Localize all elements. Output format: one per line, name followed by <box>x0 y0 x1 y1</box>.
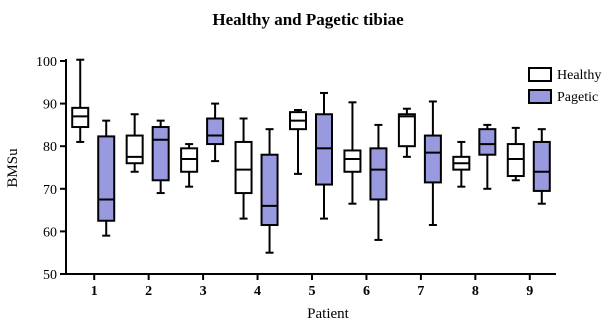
box-healthy-2 <box>125 113 144 173</box>
box-pagetic-7 <box>423 100 442 227</box>
box-pagetic-8 <box>478 123 497 190</box>
box-iqr <box>369 147 388 201</box>
box-pagetic-2 <box>151 119 170 195</box>
box-healthy-7 <box>397 107 416 158</box>
box-healthy-4 <box>234 117 253 220</box>
x-tick-label: 9 <box>526 284 533 299</box>
x-tick-label: 8 <box>472 284 479 299</box>
x-axis-title: Patient <box>307 306 349 322</box>
y-tick-label: 70 <box>43 183 57 198</box>
box-iqr <box>71 106 90 129</box>
box-pagetic-3 <box>206 102 225 163</box>
legend-label-healthy: Healthy <box>557 68 601 83</box>
box-healthy-8 <box>452 140 471 188</box>
box-iqr <box>180 147 199 173</box>
box-healthy-3 <box>180 143 199 188</box>
y-tick-label: 100 <box>36 55 57 70</box>
box-pagetic-5 <box>315 91 333 220</box>
legend-swatch-healthy <box>528 67 552 82</box>
x-tick-label: 1 <box>91 284 98 299</box>
box-iqr <box>506 143 525 178</box>
legend-label-pagetic: Pagetic <box>557 90 598 105</box>
axes: 50 60 70 80 90 100 1 2 3 4 5 6 7 8 9 <box>36 55 556 299</box>
x-tick-label: 3 <box>200 284 207 299</box>
chart-title: Healthy and Pagetic tibiae <box>212 10 404 29</box>
legend: Healthy Pagetic <box>528 67 601 105</box>
box-iqr <box>125 134 144 165</box>
box-iqr <box>234 140 253 195</box>
box-iqr <box>151 126 170 182</box>
x-tick-label: 5 <box>309 284 316 299</box>
legend-swatch-pagetic <box>528 89 552 104</box>
box-iqr <box>206 117 225 146</box>
box-healthy-5 <box>289 108 307 175</box>
x-tick-label: 2 <box>145 284 152 299</box>
y-tick-label: 60 <box>43 225 57 240</box>
x-tick-label: 4 <box>254 284 261 299</box>
y-tick-label: 90 <box>43 98 57 113</box>
box-iqr <box>397 113 416 148</box>
x-tick-label: 7 <box>417 284 424 299</box>
box-iqr <box>343 149 362 173</box>
box-pagetic-6 <box>369 123 388 241</box>
y-axis-title: BMSu <box>5 148 21 188</box>
x-tick-label: 6 <box>363 284 370 299</box>
box-healthy-9 <box>506 126 525 182</box>
box-iqr <box>97 135 116 222</box>
box-pagetic-9 <box>532 128 551 205</box>
box-healthy-6 <box>343 101 362 205</box>
box-iqr <box>478 128 497 156</box>
box-iqr <box>260 153 279 227</box>
box-iqr <box>532 140 551 192</box>
box-pagetic-1 <box>97 119 116 237</box>
plot-area <box>71 58 551 254</box>
y-tick-label: 50 <box>43 268 57 283</box>
box-pagetic-4 <box>260 128 279 254</box>
y-tick-label: 80 <box>43 140 57 155</box>
box-iqr <box>315 113 333 186</box>
box-healthy-1 <box>71 58 90 143</box>
box-iqr <box>423 134 442 184</box>
